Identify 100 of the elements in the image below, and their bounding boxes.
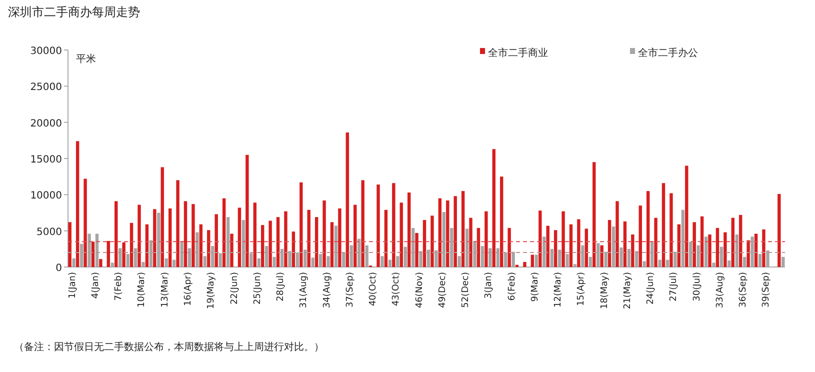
bar <box>762 229 766 267</box>
bar <box>230 234 234 267</box>
x-tick-label: 6(Feb) <box>507 272 518 301</box>
bar <box>122 242 126 267</box>
x-tick-label: 40(Oct) <box>368 272 379 306</box>
bar <box>731 218 734 267</box>
x-tick-label: 37(Sep) <box>345 272 356 308</box>
x-tick-label: 33(Aug) <box>715 272 726 308</box>
bar <box>546 226 550 267</box>
bar <box>361 180 364 267</box>
bar <box>176 180 180 267</box>
x-tick-label: 27(Jul) <box>669 272 680 302</box>
x-tick-label: 24(Jun) <box>646 272 656 305</box>
bar <box>438 198 442 267</box>
bar <box>638 206 642 267</box>
bar <box>276 217 280 267</box>
y-tick-label: 10000 <box>30 190 62 202</box>
legend-label: 全市二手办公 <box>638 47 698 59</box>
bar <box>461 191 465 267</box>
bar <box>523 262 526 267</box>
bar <box>246 154 249 267</box>
x-tick-label: 34(Aug) <box>322 272 332 308</box>
bar <box>554 230 558 267</box>
text: （备注：因节假日无二手数据公布，本周数据将与上上周进行对比。） <box>14 341 324 353</box>
x-tick-label: 10(Mar) <box>137 272 148 308</box>
y-tick-label: 15000 <box>30 154 62 166</box>
bar <box>654 218 658 267</box>
bar <box>700 216 704 267</box>
bar <box>670 193 673 267</box>
bar <box>114 201 118 267</box>
bar <box>616 201 619 267</box>
bar <box>153 209 156 267</box>
bar <box>322 200 326 267</box>
bar <box>569 224 573 267</box>
x-tick-label: 31(Aug) <box>299 272 310 308</box>
bar <box>260 225 264 267</box>
x-tick-label: 13(Mar) <box>160 272 170 308</box>
bar <box>538 210 542 267</box>
y-tick-label: 30000 <box>30 46 62 57</box>
bar <box>584 228 588 267</box>
bar <box>500 176 504 267</box>
bar <box>646 191 650 267</box>
bar <box>253 202 256 267</box>
chart-title: 深圳市二手商办每周走势 <box>8 5 140 19</box>
bar <box>91 242 95 267</box>
bar <box>138 204 141 267</box>
bar <box>724 232 727 267</box>
bar <box>716 228 720 267</box>
bar <box>214 214 218 267</box>
bar <box>407 192 411 267</box>
bar <box>184 201 188 267</box>
bar <box>354 204 357 267</box>
bar <box>338 208 342 267</box>
bar <box>400 202 403 267</box>
bar <box>207 230 210 267</box>
x-tick-label: 30(Jul) <box>692 272 702 302</box>
bar <box>192 204 195 267</box>
bar <box>662 183 666 267</box>
bar <box>685 166 688 267</box>
bar <box>346 132 350 267</box>
x-tick-label: 3(Jan) <box>484 272 494 299</box>
bar <box>330 222 334 267</box>
bar <box>384 210 388 267</box>
x-tick-label: 19(May) <box>206 272 217 310</box>
bar <box>222 198 226 267</box>
y-tick-label: 0 <box>56 263 62 274</box>
bar <box>314 217 318 267</box>
x-tick-label: 12(Mar) <box>554 272 564 308</box>
bar <box>422 220 426 267</box>
bar <box>300 182 303 267</box>
bar <box>492 149 496 267</box>
x-tick-label: 43(Oct) <box>392 272 402 306</box>
x-tick-label: 9(Mar) <box>530 272 540 302</box>
x-tick-label: 15(Apr) <box>576 272 587 306</box>
bar <box>577 219 580 267</box>
bar <box>454 196 457 267</box>
bar <box>608 220 612 267</box>
bar <box>307 210 310 267</box>
bar <box>708 234 712 267</box>
bar <box>778 194 781 267</box>
x-tick-label: 39(Sep) <box>762 272 772 308</box>
x-tick-label: 46(Nov) <box>414 272 425 308</box>
bar <box>430 216 434 267</box>
bar <box>592 162 596 267</box>
bar <box>600 245 604 267</box>
bar <box>484 211 488 267</box>
x-tick-label: 25(Jun) <box>252 272 263 305</box>
bar <box>84 178 87 267</box>
x-tick-label: 28(Jul) <box>276 272 286 302</box>
y-tick-label: 20000 <box>30 118 62 130</box>
bar <box>746 240 750 267</box>
y-tick-label: 25000 <box>30 82 62 94</box>
bar <box>415 233 418 267</box>
x-tick-label: 49(Dec) <box>438 272 448 308</box>
bar <box>130 222 134 267</box>
x-tick-label: 52(Dec) <box>461 272 472 308</box>
y-axis-title: 平米 <box>76 53 96 65</box>
bar <box>68 222 72 267</box>
x-tick-label: 22(Jun) <box>230 272 240 305</box>
bar <box>76 141 80 267</box>
